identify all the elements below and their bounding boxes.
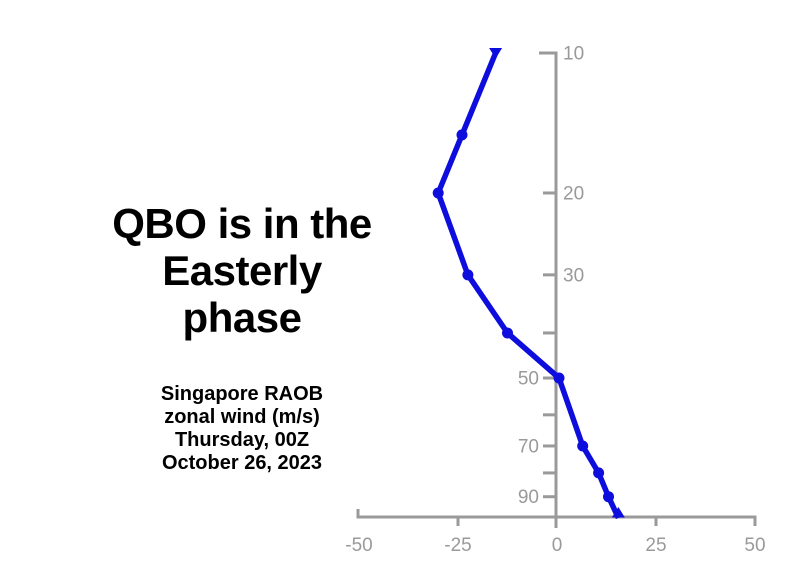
profile-end-marker-bottom — [611, 507, 625, 518]
data-point-marker — [432, 187, 444, 199]
headline-line-2: Easterly — [162, 247, 322, 294]
y-tick-label: 90 — [518, 487, 539, 508]
headline-line-3: phase — [182, 294, 302, 341]
profile-end-marker-top — [489, 48, 503, 59]
caption-date: October 26, 2023 — [161, 452, 323, 474]
y-axis-line — [539, 51, 558, 528]
data-point-marker — [577, 440, 589, 452]
y-tick-label: 10 — [563, 44, 584, 65]
y-tick-label: 50 — [518, 369, 539, 390]
caption-station: Singapore RAOB — [160, 383, 324, 405]
x-tick-label: -25 — [444, 535, 471, 556]
chart-caption: Singapore RAOB zonal wind (m/s) Thursday… — [92, 383, 392, 475]
data-point-marker — [553, 372, 565, 384]
headline-line-1: QBO is in the — [112, 200, 372, 247]
data-point-marker — [603, 491, 614, 503]
x-tick-label: 25 — [645, 535, 666, 556]
caption-variable: zonal wind (m/s) — [164, 406, 320, 428]
data-point-marker — [502, 327, 513, 339]
y-axis: 10 20 30 50 70 90 — [518, 44, 584, 528]
y-tick-label: 70 — [518, 436, 539, 457]
headline: QBO is in the Easterly phase — [42, 200, 442, 341]
y-tick-label: 20 — [563, 183, 584, 204]
x-tick-label: 0 — [552, 535, 563, 556]
data-point-marker — [462, 269, 474, 281]
wind-profile-series — [432, 48, 625, 520]
data-point-marker — [593, 467, 605, 479]
wind-profile-line — [435, 51, 621, 520]
caption-time: Thursday, 00Z — [174, 429, 310, 451]
y-tick-label: 30 — [563, 265, 584, 286]
data-point-marker — [456, 129, 468, 141]
x-tick-label: 50 — [744, 535, 765, 556]
x-tick-label: -50 — [345, 535, 372, 556]
